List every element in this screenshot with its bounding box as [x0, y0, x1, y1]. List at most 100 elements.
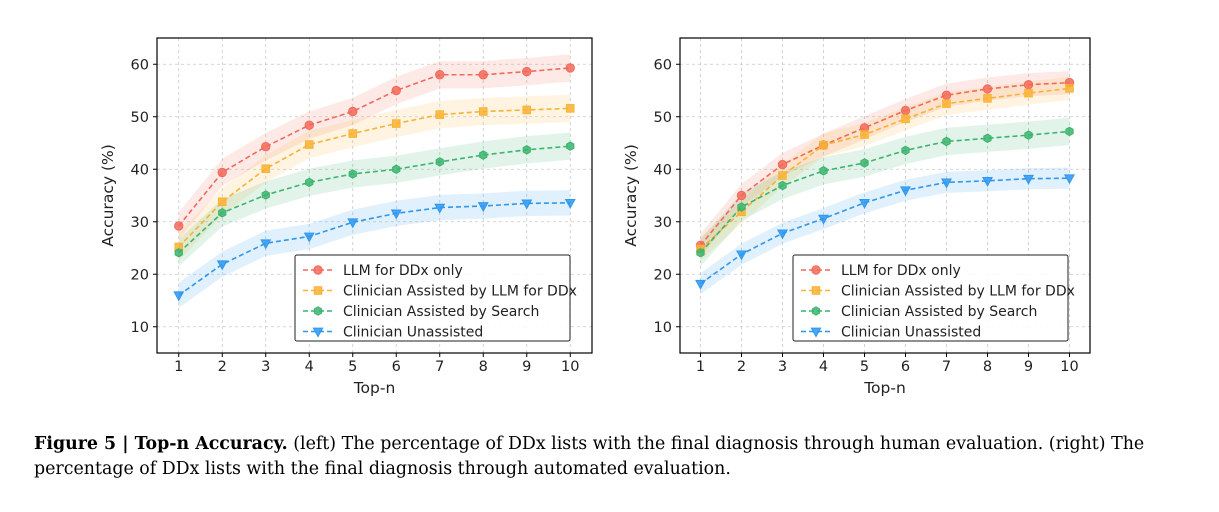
data-point-llm-for-ddx-only	[435, 70, 445, 80]
y-tick-label: 10	[131, 320, 149, 336]
data-point-llm-for-ddx-only	[982, 84, 993, 94]
data-point-clinician-assisted-by-llm-for-ddx	[983, 94, 992, 103]
data-point-clinician-assisted-by-search	[778, 180, 787, 191]
data-point-clinician-assisted-by-llm-for-ddx	[391, 119, 401, 128]
y-tick-label: 20	[654, 267, 672, 283]
legend-box	[294, 254, 571, 342]
data-point-clinician-assisted-by-search	[218, 208, 227, 218]
series-clinician-assisted-by-search	[696, 126, 1074, 258]
y-tick-label: 30	[131, 215, 149, 231]
data-point-clinician-unassisted	[777, 229, 788, 240]
band-clinician-assisted-by-search	[700, 117, 1070, 267]
data-point-clinician-assisted-by-search	[522, 145, 531, 155]
legend-marker-clinician-assisted-by-search	[811, 306, 821, 316]
data-point-clinician-unassisted	[564, 198, 576, 209]
x-tick-label: 2	[218, 359, 227, 375]
data-point-llm-for-ddx-only	[900, 105, 911, 116]
legend-label-clinician-unassisted: Clinician Unassisted	[343, 325, 483, 341]
data-point-llm-for-ddx-only	[941, 90, 952, 100]
y-tick-label: 50	[654, 110, 672, 126]
caption-separator: |	[116, 434, 135, 454]
data-point-clinician-assisted-by-search	[305, 177, 314, 188]
data-point-clinician-assisted-by-llm-for-ddx	[1065, 84, 1074, 93]
data-point-clinician-assisted-by-llm-for-ddx	[478, 107, 488, 116]
x-tick-label: 8	[479, 359, 488, 375]
x-tick-label: 10	[561, 359, 579, 375]
data-point-clinician-assisted-by-search	[479, 150, 488, 160]
x-tick-label: 6	[901, 359, 910, 375]
axis-ticks: 1 2 3 4 5 6 7 8 9 10 10 20 30 40 50 60	[131, 57, 580, 375]
legend-label-clinician-unassisted: Clinician Unassisted	[841, 325, 981, 341]
y-axis-label: Accuracy (%)	[622, 144, 640, 247]
y-tick-label: 50	[131, 110, 149, 126]
data-point-clinician-unassisted	[941, 178, 952, 189]
data-point-llm-for-ddx-only	[478, 70, 488, 80]
data-point-clinician-assisted-by-llm-for-ddx	[435, 110, 445, 119]
data-point-llm-for-ddx-only	[174, 221, 184, 231]
x-tick-label: 9	[522, 359, 531, 375]
data-point-clinician-unassisted	[1064, 174, 1075, 185]
y-tick-label: 40	[131, 162, 149, 178]
left-chart: 1 2 3 4 5 6 7 8 9 10 10 20 30 40 50 60 Top-n Accuracy (%)…	[95, 0, 610, 400]
data-point-clinician-assisted-by-search	[348, 169, 357, 179]
series-line-clinician-assisted-by-llm-for-ddx	[699, 87, 1070, 250]
data-point-clinician-assisted-by-search	[860, 158, 869, 168]
data-point-llm-for-ddx-only	[217, 167, 227, 178]
series-clinician-assisted-by-search	[174, 141, 575, 258]
band-clinician-assisted-by-search	[178, 132, 571, 267]
data-point-clinician-assisted-by-llm-for-ddx	[778, 171, 787, 180]
series-line-clinician-unassisted	[178, 202, 571, 296]
data-point-llm-for-ddx-only	[736, 190, 747, 201]
data-point-clinician-assisted-by-search	[1065, 126, 1074, 137]
data-point-llm-for-ddx-only	[565, 63, 575, 73]
data-point-clinician-unassisted	[521, 199, 533, 210]
legend-label-clinician-assisted-by-search: Clinician Assisted by Search	[841, 304, 1037, 320]
x-tick-label: 1	[696, 359, 705, 375]
data-point-clinician-unassisted	[982, 176, 993, 187]
series-line-llm-for-ddx-only	[699, 81, 1070, 246]
caption-text: (left) The percentage of DDx lists with …	[34, 434, 1145, 479]
caption-label: Figure 5	[34, 434, 117, 454]
data-point-clinician-assisted-by-search	[261, 190, 270, 200]
chart-svg-right: 1 2 3 4 5 6 7 8 9 10 10 20 30 40 50 60 Top-n Accuracy (%)…	[622, 37, 1091, 397]
data-point-clinician-assisted-by-search	[1024, 130, 1033, 140]
x-tick-label: 5	[348, 359, 357, 375]
data-point-clinician-assisted-by-llm-for-ddx	[304, 140, 314, 149]
series-llm-for-ddx-only	[174, 63, 575, 231]
data-point-clinician-assisted-by-search	[942, 136, 951, 147]
data-point-clinician-assisted-by-llm-for-ddx	[942, 99, 951, 108]
data-point-clinician-assisted-by-llm-for-ddx	[1024, 88, 1033, 98]
data-point-clinician-assisted-by-search	[901, 145, 910, 156]
series-line-clinician-unassisted	[700, 177, 1070, 285]
data-point-clinician-unassisted	[736, 250, 747, 261]
data-point-clinician-unassisted	[173, 291, 185, 302]
x-tick-label: 4	[819, 359, 828, 375]
caption-title: Top-n Accuracy.	[134, 434, 288, 454]
data-point-clinician-unassisted	[303, 232, 315, 243]
legend-marker-clinician-unassisted	[810, 327, 822, 338]
series-line-clinician-assisted-by-search	[178, 145, 571, 254]
data-point-clinician-unassisted	[695, 279, 706, 290]
plot-frame	[156, 37, 593, 354]
data-point-clinician-unassisted	[477, 202, 489, 213]
legend-label-clinician-assisted-by-search: Clinician Assisted by Search	[343, 304, 539, 320]
x-axis-label: Top-n	[863, 379, 906, 397]
chart-svg-left: 1 2 3 4 5 6 7 8 9 10 10 20 30 40 50 60 Top-n Accuracy (%)…	[99, 37, 593, 397]
legend-box	[792, 254, 1069, 342]
legend-marker-clinician-unassisted	[312, 327, 324, 338]
data-point-clinician-assisted-by-llm-for-ddx	[522, 105, 532, 115]
series-line-clinician-assisted-by-llm-for-ddx	[178, 107, 571, 248]
data-point-clinician-assisted-by-search	[696, 247, 705, 258]
x-tick-label: 9	[1024, 359, 1033, 375]
data-point-clinician-unassisted	[347, 218, 359, 229]
data-point-clinician-unassisted	[1023, 174, 1034, 185]
data-point-llm-for-ddx-only	[1023, 80, 1034, 90]
data-point-llm-for-ddx-only	[261, 141, 271, 152]
y-tick-label: 60	[654, 57, 672, 73]
data-point-clinician-assisted-by-llm-for-ddx	[819, 140, 828, 150]
data-point-llm-for-ddx-only	[522, 66, 532, 77]
series-line-clinician-assisted-by-search	[699, 130, 1070, 254]
data-point-clinician-unassisted	[260, 239, 272, 250]
y-tick-label: 10	[654, 320, 672, 336]
x-tick-label: 1	[174, 359, 183, 375]
